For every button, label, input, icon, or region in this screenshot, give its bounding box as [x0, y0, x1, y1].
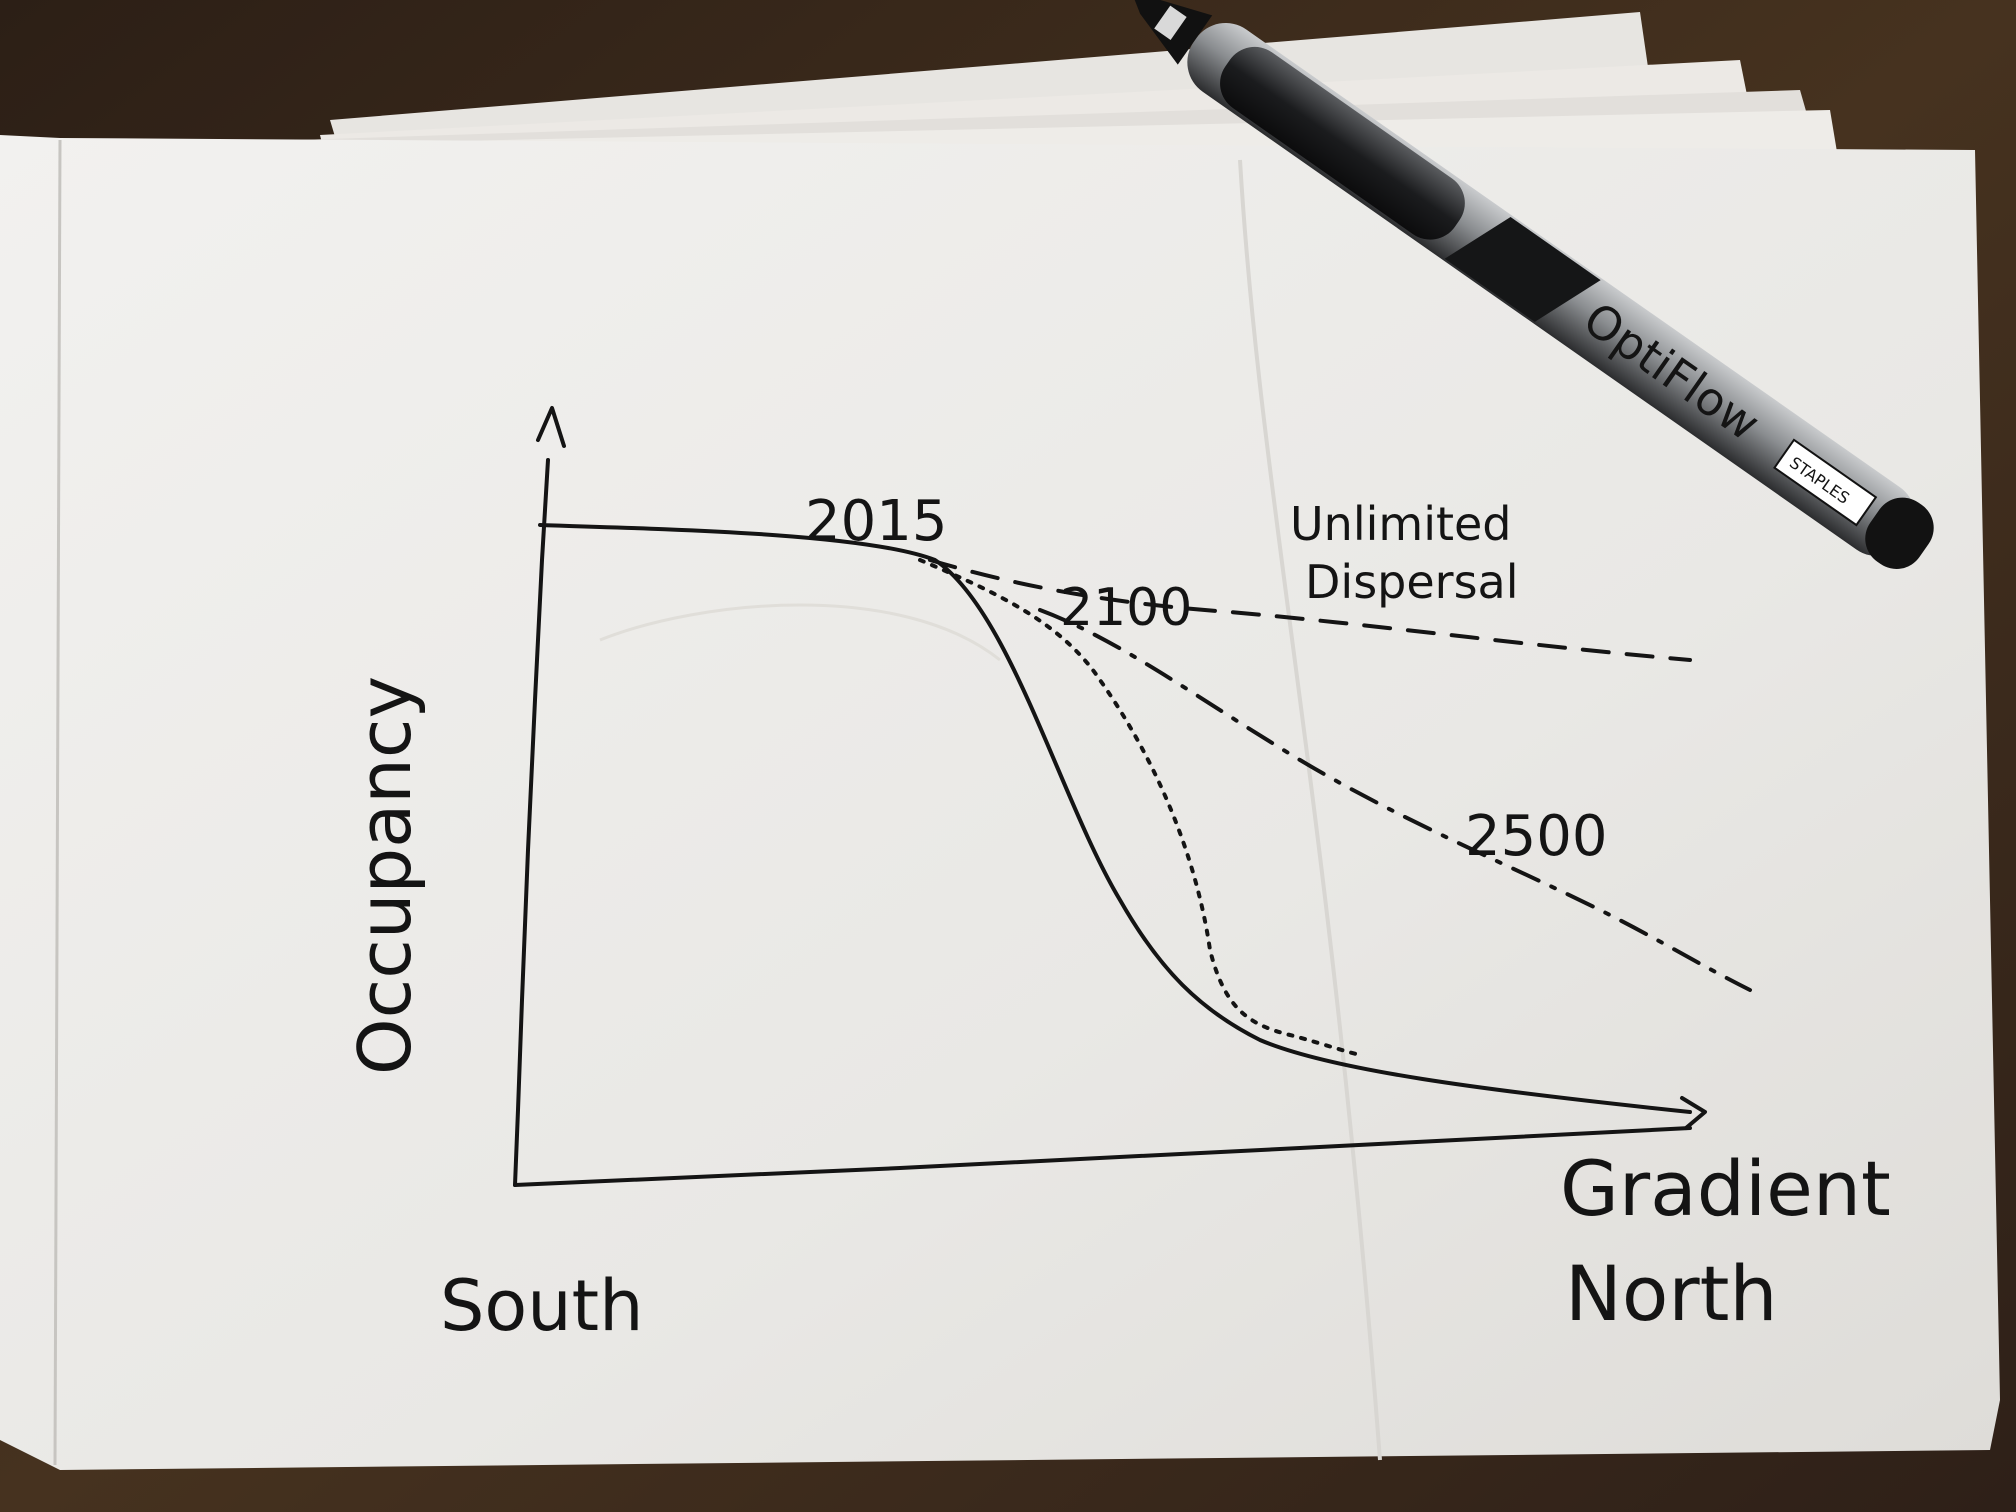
curve-label-2100: 2100 — [1060, 578, 1192, 638]
x-axis-label-right-line2: North — [1565, 1249, 1778, 1338]
curve-2500 — [1038, 608, 1752, 992]
y-axis-label: Occupancy — [343, 676, 427, 1075]
curve-label-2500: 2500 — [1465, 804, 1608, 869]
curve-label-unlimited-line2: Dispersal — [1305, 555, 1519, 609]
x-axis — [513, 1126, 1692, 1187]
pen-grip — [1220, 46, 1465, 240]
curve-2015 — [538, 523, 1692, 1114]
y-axis-arrow — [536, 406, 566, 448]
sketch-labels: Occupancy South Gradient North 2015 2100… — [343, 489, 1891, 1347]
x-axis-arrow — [1680, 1096, 1707, 1130]
curve-label-unlimited-line1: Unlimited — [1290, 497, 1512, 551]
pen: OptiFlow STAPLES — [1133, 0, 1934, 569]
curve-label-2015: 2015 — [805, 489, 948, 554]
y-axis — [513, 458, 550, 1187]
hand-sketch — [513, 406, 1752, 1187]
pen-end-cap — [1865, 497, 1934, 569]
x-axis-label-right-line1: Gradient — [1560, 1144, 1891, 1233]
curve-unlimited-dispersal — [928, 558, 1692, 662]
x-axis-label-left: South — [440, 1265, 643, 1347]
curve-2100 — [918, 558, 1362, 1057]
pen-tip-ring — [1154, 5, 1187, 40]
